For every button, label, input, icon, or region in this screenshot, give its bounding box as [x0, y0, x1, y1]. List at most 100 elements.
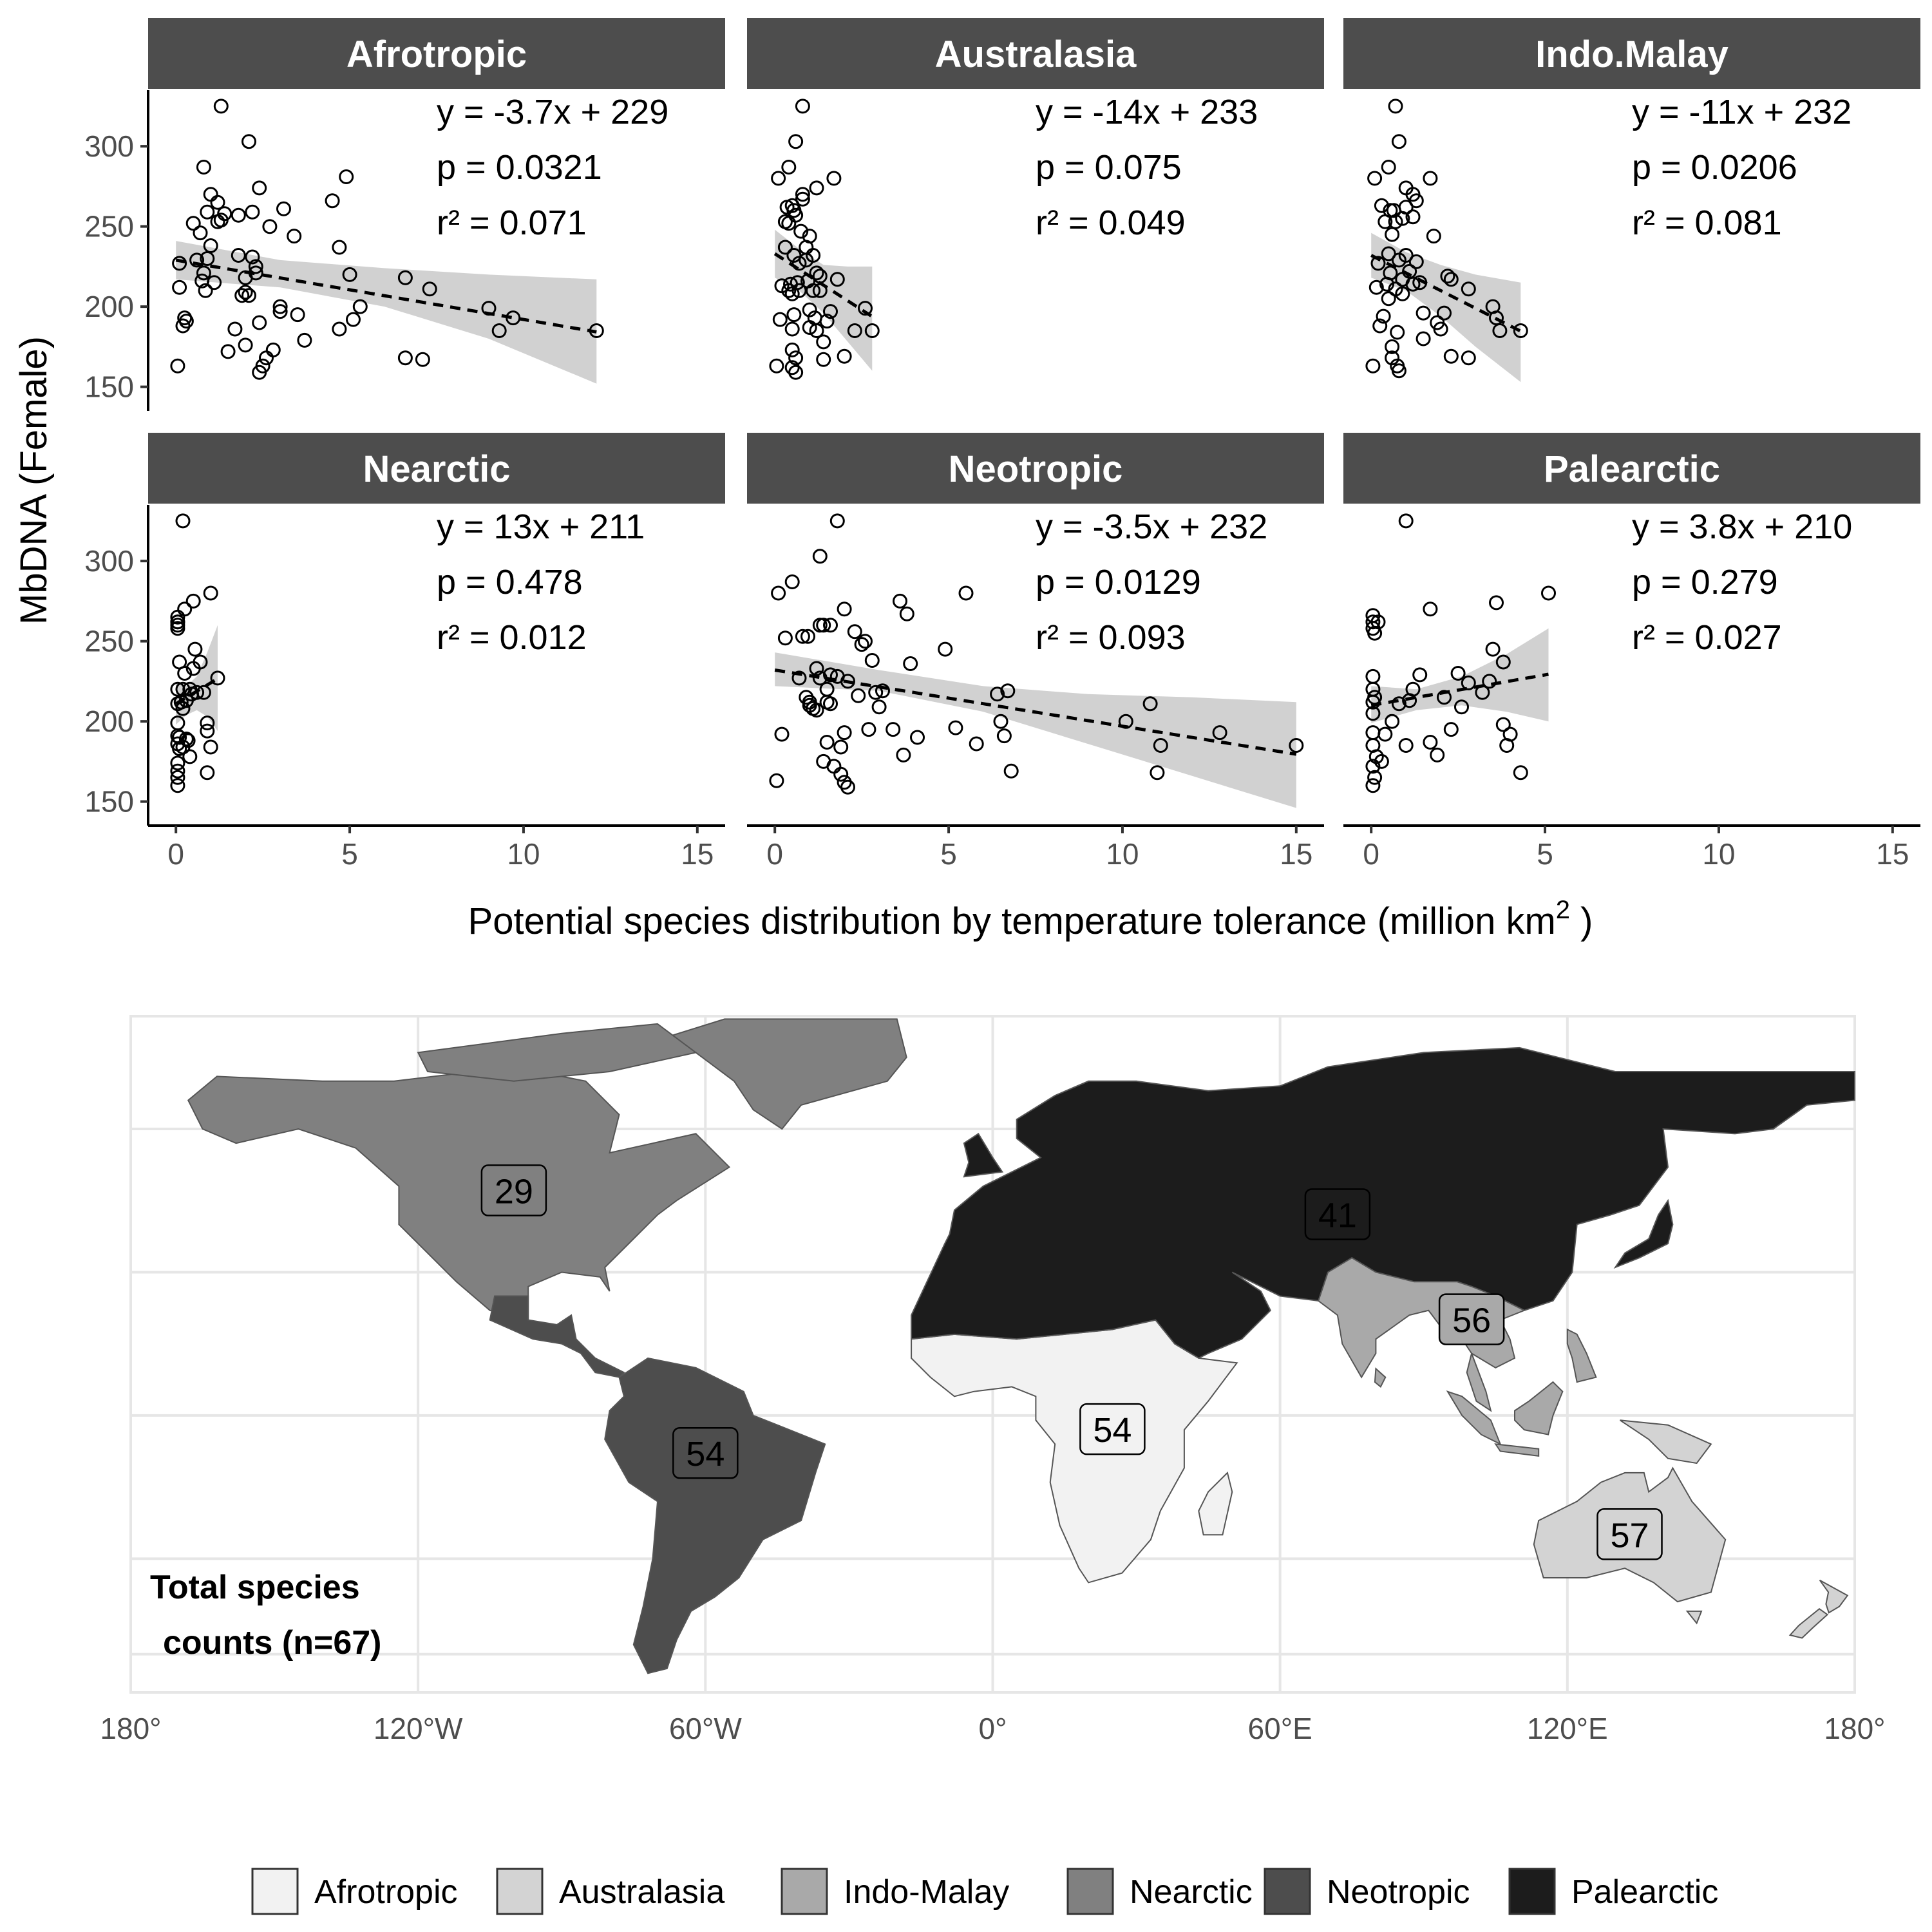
data-point [1495, 717, 1511, 732]
data-point [342, 267, 357, 282]
data-point [896, 747, 911, 762]
data-point [1412, 667, 1428, 683]
data-point [238, 337, 253, 353]
data-point [809, 265, 824, 281]
facet-strip-label: Australasia [935, 33, 1137, 75]
data-point [1365, 668, 1381, 684]
data-point [1502, 726, 1518, 742]
data-point [415, 352, 430, 367]
data-point [1408, 193, 1424, 209]
data-point [958, 585, 974, 601]
land-regions [187, 1018, 1855, 1674]
data-point [272, 304, 288, 319]
data-point [969, 736, 984, 752]
data-point [178, 314, 194, 329]
legend-item-afrotropic: Afrotropic [251, 1868, 458, 1915]
data-point [809, 703, 824, 718]
longitude-tick-label: 180° [100, 1712, 161, 1745]
landmass-central-america [489, 1295, 625, 1378]
x-tick-label: 15 [1280, 837, 1312, 871]
data-point [1365, 706, 1381, 721]
data-point [1433, 321, 1448, 337]
x-tick-label: 15 [1876, 837, 1909, 871]
longitude-tick-label: 120°W [374, 1712, 463, 1745]
legend-label: Indo-Malay [844, 1873, 1009, 1911]
data-point [1443, 348, 1459, 364]
p-value-label: p = 0.0321 [437, 148, 602, 187]
data-point [840, 779, 855, 795]
data-point [177, 666, 193, 681]
facet-australasia: Australasia y = -14x + 233 p = 0.075 r² = 0… [747, 18, 1324, 380]
data-point [1376, 308, 1391, 324]
y-tick-label: 150 [84, 370, 134, 404]
legend-item-indo-malay: Indo-Malay [781, 1868, 1009, 1915]
data-point [1385, 350, 1400, 366]
data-point [800, 629, 815, 644]
y-tick-label: 150 [84, 785, 134, 819]
equation-label: y = -3.7x + 229 [437, 93, 668, 131]
facet-afrotropic: Afrotropic y = -3.7x + 229 p = 0.0321 r² = … [84, 18, 725, 411]
data-point [781, 283, 797, 298]
data-point [182, 749, 198, 764]
x-axis-title-main: Potential species distribution by temper… [468, 900, 1556, 942]
data-point [1398, 738, 1414, 753]
equation-label: y = -11x + 232 [1632, 93, 1852, 131]
landmass-new-guinea [1620, 1419, 1712, 1464]
landmass-arctic-islands [417, 1023, 697, 1082]
data-point [252, 180, 267, 196]
data-point [203, 238, 218, 253]
data-point [795, 629, 810, 644]
data-point [1374, 198, 1389, 213]
data-point [795, 191, 810, 207]
data-point [231, 248, 246, 263]
data-point [1370, 614, 1386, 630]
data-point [272, 299, 288, 314]
data-point [816, 352, 831, 367]
regression-line [1370, 672, 1549, 707]
data-point [791, 256, 807, 271]
data-point [864, 653, 880, 668]
data-point [1416, 305, 1431, 321]
legend-item-australasia: Australasia [496, 1868, 724, 1915]
data-point [1423, 601, 1438, 617]
x-tick-label: 10 [507, 837, 540, 871]
landmass-japan [1613, 1198, 1674, 1269]
realm-count-nearctic: 29 [480, 1164, 547, 1217]
facet-strip [148, 18, 725, 89]
data-point [203, 585, 218, 601]
data-point [332, 240, 347, 255]
data-point [851, 688, 866, 703]
landmass-sri-lanka [1374, 1367, 1387, 1388]
data-point [802, 229, 817, 244]
data-point [837, 725, 852, 741]
data-point [816, 618, 831, 633]
data-point [790, 275, 805, 290]
data-point [1391, 363, 1406, 379]
data-point [823, 667, 838, 683]
data-points [769, 99, 880, 380]
data-point [200, 715, 215, 731]
data-point [220, 344, 236, 359]
count-label: 29 [495, 1172, 533, 1211]
data-point [231, 207, 246, 223]
data-point [861, 722, 876, 737]
x-tick-label: 10 [1106, 837, 1139, 871]
data-point [1437, 305, 1452, 321]
data-point [210, 670, 225, 686]
facet-strip [148, 433, 725, 504]
count-label: 56 [1452, 1302, 1491, 1340]
data-point [1398, 248, 1414, 263]
y-tick-label: 200 [84, 290, 134, 323]
x-axis-title-superscript: 2 [1556, 896, 1570, 924]
regression-line [175, 677, 219, 705]
data-point [777, 240, 793, 255]
data-point [185, 593, 201, 609]
data-point [1437, 690, 1452, 705]
data-point [788, 365, 804, 380]
data-point [1398, 200, 1414, 215]
data-point [1408, 254, 1424, 269]
data-point [893, 593, 907, 609]
regression-line [1370, 254, 1522, 333]
legend-label: Nearctic [1130, 1873, 1253, 1911]
